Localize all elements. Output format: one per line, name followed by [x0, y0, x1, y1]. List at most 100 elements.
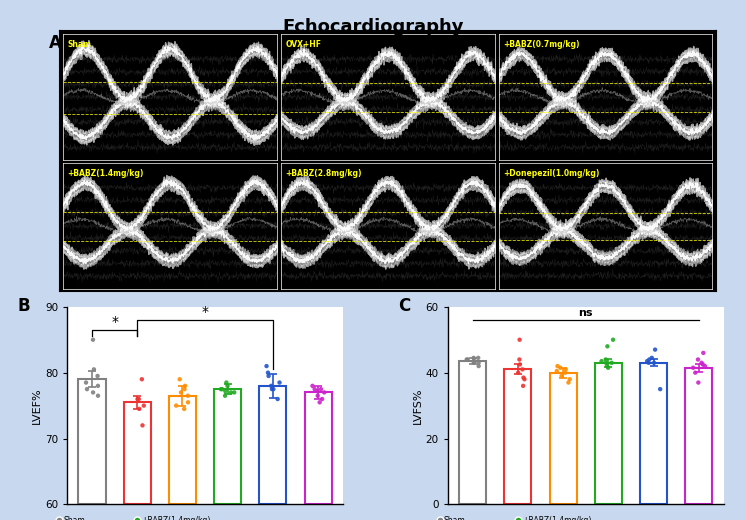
Point	[263, 372, 275, 380]
Text: C: C	[398, 297, 410, 315]
Text: OVX+HF: OVX+HF	[285, 40, 322, 49]
Point	[698, 349, 709, 357]
Point	[219, 392, 231, 400]
Point	[265, 382, 277, 390]
Point	[554, 363, 566, 372]
Y-axis label: LVEF%: LVEF%	[32, 387, 43, 424]
Point	[174, 375, 186, 383]
Point	[461, 355, 473, 363]
Point	[266, 385, 278, 393]
Point	[642, 357, 653, 365]
Bar	[124, 402, 151, 504]
Point	[602, 363, 614, 372]
Bar	[550, 373, 577, 504]
Point	[307, 382, 319, 390]
Bar	[304, 393, 332, 504]
Point	[220, 379, 232, 387]
Point	[513, 369, 524, 377]
Point	[267, 385, 279, 393]
Point	[468, 359, 480, 367]
Point	[516, 365, 528, 373]
Bar	[685, 368, 712, 504]
Point	[473, 362, 485, 370]
Point	[178, 405, 190, 413]
Point	[697, 360, 709, 369]
Point	[462, 355, 474, 363]
Point	[649, 345, 661, 354]
Point	[131, 395, 143, 403]
Point	[514, 335, 526, 344]
Point	[560, 369, 571, 377]
Point	[87, 388, 99, 397]
Text: A: A	[48, 34, 61, 52]
Point	[514, 360, 526, 369]
Point	[518, 373, 530, 382]
Point	[134, 405, 145, 413]
Point	[692, 379, 704, 387]
Point	[182, 398, 194, 407]
Point	[648, 359, 660, 367]
Point	[262, 369, 274, 377]
Point	[92, 392, 104, 400]
Point	[687, 363, 699, 372]
Point	[179, 382, 191, 390]
Point	[699, 362, 711, 370]
Point	[600, 355, 612, 363]
Point	[170, 401, 182, 410]
Point	[472, 354, 484, 362]
Point	[87, 335, 99, 344]
Point	[228, 388, 240, 397]
Point	[138, 401, 150, 410]
Point	[88, 365, 100, 373]
Point	[316, 395, 328, 403]
Text: +BABZ(1.4mg/kg): +BABZ(1.4mg/kg)	[68, 169, 144, 178]
Point	[513, 355, 525, 363]
Point	[468, 354, 480, 362]
Text: ns: ns	[578, 308, 593, 318]
Text: Sham: Sham	[68, 40, 92, 49]
Point	[692, 355, 704, 363]
Point	[695, 359, 707, 367]
Point	[80, 379, 92, 387]
Point	[274, 379, 286, 387]
Text: *: *	[201, 305, 209, 319]
Point	[562, 379, 574, 387]
Point	[136, 375, 148, 383]
Point	[551, 367, 562, 375]
Text: +Donepezil(1.0mg/kg): +Donepezil(1.0mg/kg)	[503, 169, 599, 178]
Point	[219, 387, 231, 395]
Point	[137, 421, 148, 430]
Point	[689, 369, 701, 377]
Point	[225, 388, 237, 397]
Point	[646, 354, 658, 362]
Point	[319, 388, 330, 397]
Point	[178, 385, 190, 393]
Bar	[640, 363, 667, 504]
Point	[606, 359, 618, 367]
Point	[560, 365, 571, 373]
Point	[175, 388, 187, 397]
Point	[81, 385, 93, 393]
Point	[314, 398, 326, 407]
Point	[216, 385, 228, 393]
Bar	[260, 386, 286, 504]
Bar	[504, 369, 531, 504]
Legend: Sham, +BABZ(0.7mg/kg), OVX+HF, +BABZ(1.4mg/kg), +Donepezil(1.0mg/kg), +BABZ(2.8m: Sham, +BABZ(0.7mg/kg), OVX+HF, +BABZ(1.4…	[438, 516, 609, 520]
Point	[309, 385, 321, 393]
Point	[600, 359, 612, 367]
Point	[133, 395, 145, 403]
Point	[518, 375, 530, 383]
Point	[260, 362, 272, 370]
Point	[92, 382, 104, 390]
Bar	[214, 389, 241, 504]
Point	[556, 372, 568, 380]
Bar	[595, 363, 622, 504]
Point	[92, 372, 104, 380]
Text: B: B	[17, 297, 30, 315]
Point	[222, 382, 233, 390]
Text: *: *	[111, 315, 118, 329]
Point	[272, 395, 283, 403]
Point	[311, 387, 323, 395]
Point	[468, 357, 480, 365]
Point	[654, 385, 666, 393]
